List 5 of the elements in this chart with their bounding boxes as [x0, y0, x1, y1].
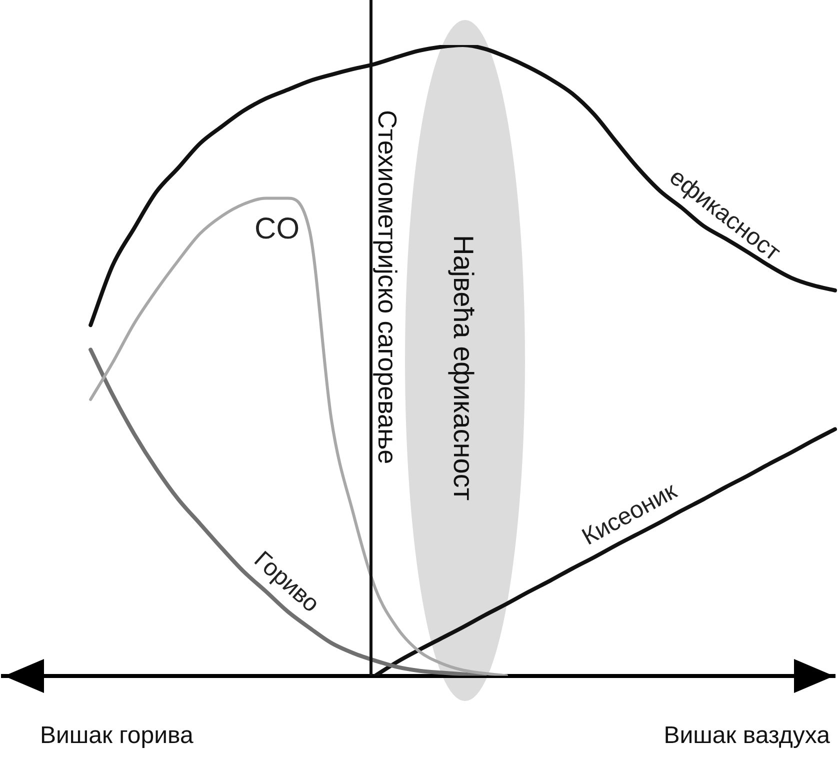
- annotation: Највећа ефикасност: [448, 235, 479, 501]
- text: Вишак ваздуха: [664, 722, 830, 750]
- annotation: Стехиометријско сагоревање: [372, 110, 403, 464]
- series-label: CO: [254, 212, 300, 246]
- text: Вишак горива: [40, 722, 194, 750]
